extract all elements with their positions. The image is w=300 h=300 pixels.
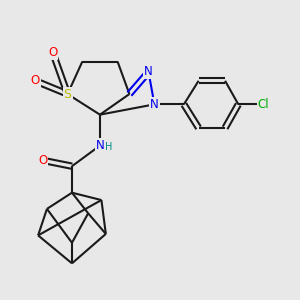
Text: O: O <box>31 74 40 87</box>
Text: S: S <box>64 88 72 100</box>
Text: N: N <box>144 65 153 79</box>
Text: O: O <box>38 154 47 167</box>
Text: N: N <box>96 139 104 152</box>
Text: H: H <box>104 142 112 152</box>
Text: O: O <box>48 46 58 59</box>
Text: Cl: Cl <box>257 98 269 111</box>
Text: N: N <box>150 98 159 111</box>
